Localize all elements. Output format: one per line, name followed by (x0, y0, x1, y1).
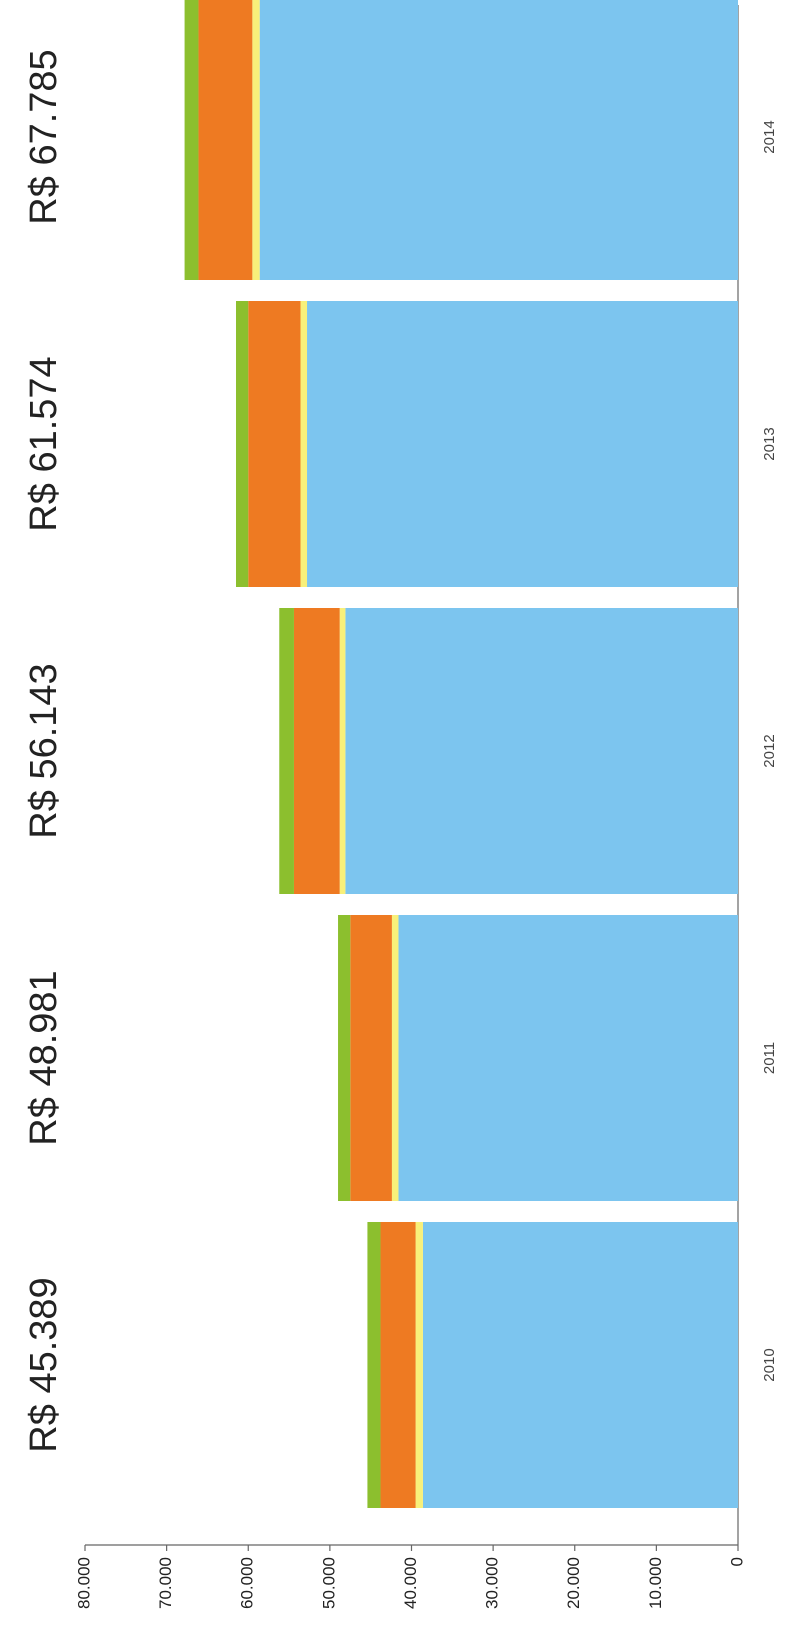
bar-segment (293, 608, 340, 894)
bar-segment (422, 1222, 738, 1508)
bar-segment (339, 608, 346, 894)
y-tick-label: 0 (727, 1557, 746, 1566)
bar-segment (184, 0, 199, 280)
x-tick-label: 2010 (761, 1348, 778, 1381)
bar-segment (279, 608, 294, 894)
x-tick-label: 2012 (761, 734, 778, 767)
y-tick-label: 50.000 (319, 1557, 338, 1609)
bar-segment (259, 0, 738, 280)
total-label: R$ 56.143 (23, 663, 65, 838)
y-tick-label: 40.000 (401, 1557, 420, 1609)
bar-segment (252, 0, 260, 280)
bar-segment (391, 915, 399, 1201)
bar-segment (367, 1222, 381, 1508)
y-tick-label: 30.000 (483, 1557, 502, 1609)
total-label: R$ 61.574 (23, 356, 65, 531)
bar-segment (398, 915, 738, 1201)
bar-segment (345, 608, 738, 894)
bar-segment (236, 301, 249, 587)
total-label: R$ 67.785 (23, 49, 65, 224)
y-tick-label: 70.000 (156, 1557, 175, 1609)
bar-segment (350, 915, 392, 1201)
y-tick-label: 80.000 (74, 1557, 93, 1609)
bar-segment (338, 915, 351, 1201)
bar-segment (300, 301, 308, 587)
bar-segment (415, 1222, 423, 1508)
bar-segment (307, 301, 738, 587)
y-tick-label: 20.000 (564, 1557, 583, 1609)
x-tick-label: 2013 (761, 427, 778, 460)
total-label: R$ 48.981 (23, 970, 65, 1145)
bar-segment (248, 301, 301, 587)
x-tick-label: 2014 (761, 120, 778, 153)
y-tick-label: 10.000 (646, 1557, 665, 1609)
bar-segment (380, 1222, 416, 1508)
y-tick-label: 60.000 (238, 1557, 257, 1609)
x-tick-label: 2011 (761, 1042, 778, 1074)
bar-segment (198, 0, 253, 280)
total-label: R$ 45.389 (23, 1277, 65, 1452)
rotated-plot: 0 10.000 20.000 30.000 40.000 50.000 60.000 70.… (23, 0, 778, 1609)
